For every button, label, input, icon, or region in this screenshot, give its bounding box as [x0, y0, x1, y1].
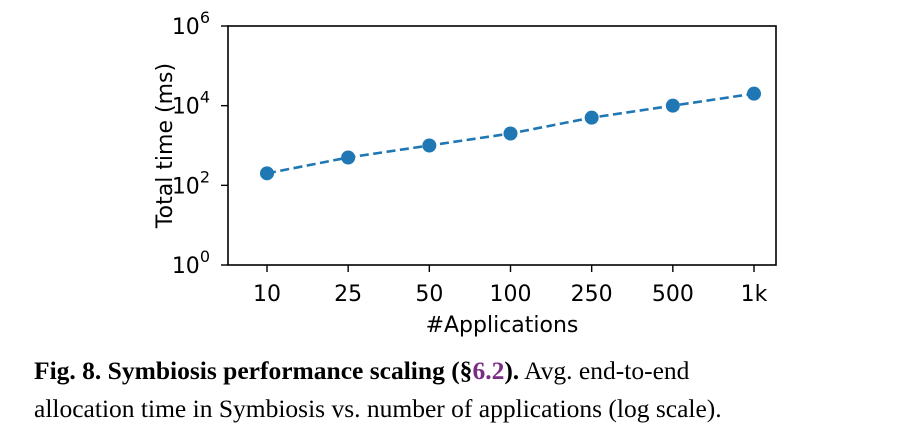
- y-tick-label-4: 104: [172, 88, 210, 120]
- caption-line-2: allocation time in Symbiosis vs. number …: [34, 394, 722, 423]
- caption-label: Fig. 8. Symbiosis performance scaling (§: [34, 356, 473, 385]
- x-axis-label: #Applications: [426, 313, 579, 338]
- y-tick-exponent: 0: [200, 247, 210, 266]
- y-tick-base: 10: [172, 174, 200, 199]
- x-tick-label-25: 25: [334, 282, 362, 307]
- x-tick-label-50: 50: [415, 282, 443, 307]
- data-point-50: [422, 138, 437, 153]
- y-tick-label-2: 102: [172, 167, 210, 199]
- caption-section-link[interactable]: 6.2: [472, 356, 505, 385]
- x-tick-label-100: 100: [490, 282, 532, 307]
- y-tick-base: 10: [172, 95, 200, 120]
- caption-label-end: ).: [504, 356, 520, 385]
- plot-area-frame: [227, 25, 777, 266]
- data-point-500: [665, 98, 680, 113]
- data-point-25: [341, 150, 356, 165]
- y-tick-label-0: 100: [172, 247, 210, 279]
- chart: 10 25 50 100 250 500 1k100102104106#Applicatio…: [153, 8, 777, 338]
- y-tick-base: 10: [172, 254, 200, 279]
- data-point-100: [503, 126, 518, 141]
- data-point-10: [260, 166, 274, 181]
- x-tick-label-1k: 1k: [741, 282, 768, 307]
- y-tick-exponent: 6: [200, 8, 210, 27]
- y-axis-label: Total time (ms): [153, 63, 178, 229]
- x-tick-label-500: 500: [652, 282, 694, 307]
- y-tick-exponent: 4: [200, 88, 210, 107]
- y-tick-base: 10: [172, 15, 200, 40]
- data-point-1k: [747, 86, 761, 101]
- caption-text-line1: Avg. end-to-end: [519, 356, 690, 385]
- y-tick-label-6: 106: [172, 8, 210, 40]
- data-point-250: [584, 110, 599, 125]
- caption-line-1: Fig. 8. Symbiosis performance scaling (§…: [34, 352, 914, 390]
- x-tick-label-250: 250: [571, 282, 613, 307]
- x-tick-label-10: 10: [253, 282, 281, 307]
- y-tick-exponent: 2: [200, 167, 210, 186]
- figure-caption: Fig. 8. Symbiosis performance scaling (§…: [34, 352, 914, 428]
